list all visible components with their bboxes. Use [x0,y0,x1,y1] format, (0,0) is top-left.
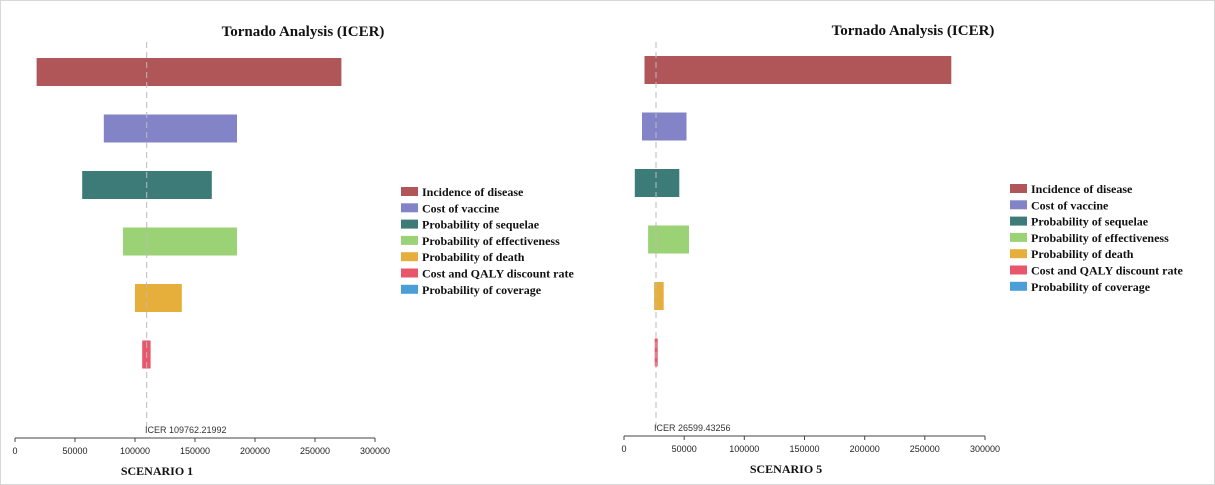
chart2-x-tick-label: 50000 [672,444,697,454]
chart1-bar-incidence-of-disease [36,58,342,86]
chart1-x-tick-label: 0 [12,446,17,456]
chart1-legend-swatch [401,219,418,229]
chart2-legend-label: Probability of effectiveness [1031,231,1169,245]
chart2-x-tick-label: 150000 [789,444,819,454]
chart1-x-tick-label: 100000 [120,446,150,456]
chart2-legend-swatch [1010,200,1027,210]
chart1-x-tick-label: 250000 [300,446,330,456]
chart1-bar-cost-of-vaccine [103,114,237,143]
chart1-x-axis-label: SCENARIO 1 [121,464,193,478]
chart2-x-axis-label: SCENARIO 5 [750,462,822,476]
chart1-title: Tornado Analysis (ICER) [222,24,385,40]
chart2-icer-label: ICER 26599.43256 [654,423,731,433]
chart2-legend-swatch [1010,281,1027,291]
chart2-legend-label: Cost of vaccine [1031,198,1109,212]
chart1-x-tick-label: 200000 [240,446,270,456]
chart1-legend-label: Probability of effectiveness [422,234,560,248]
chart2-x-tick-label: 250000 [910,444,940,454]
chart2-legend-swatch [1010,249,1027,259]
chart2-legend-label: Probability of coverage [1031,280,1151,294]
chart2-legend-swatch [1010,184,1027,193]
chart1-legend-label: Cost and QALY discount rate [422,267,574,281]
chart2-legend-swatch [1010,232,1027,242]
chart2-x-tick-label: 100000 [729,444,759,454]
chart2-legend-label: Cost and QALY discount rate [1031,264,1183,278]
chart1-icer-label: ICER 109762.21992 [145,425,227,435]
chart1-legend-label: Probability of death [422,250,525,264]
chart2-x-tick-label: 0 [621,444,626,454]
chart1-bar-probability-of-death [135,284,182,312]
chart1-bar-probability-of-effectiveness [123,227,237,256]
chart2-bar-cost-of-vaccine [642,112,687,141]
chart1-legend-label: Probability of coverage [422,283,542,297]
chart1-legend-label: Cost of vaccine [422,201,500,215]
chart2-x-tick-label: 200000 [850,444,880,454]
chart2-bar-probability-of-sequelae [634,169,680,197]
chart1-legend-swatch [401,268,418,278]
chart2-legend-label: Incidence of disease [1031,182,1133,196]
chart1-legend-label: Incidence of disease [422,185,524,199]
chart1-legend-swatch [401,252,418,262]
chart2-bar-probability-of-death [654,282,664,310]
chart1-legend-swatch [401,187,418,196]
chart1-legend-swatch [401,284,418,294]
chart2-bar-incidence-of-disease [644,56,952,84]
chart2-legend-label: Probability of sequelae [1031,215,1149,229]
chart2-legend-swatch [1010,216,1027,226]
chart2-legend-label: Probability of death [1031,247,1134,261]
chart1-legend-swatch [401,203,418,213]
chart1-x-tick-label: 300000 [360,446,390,456]
chart1-x-tick-label: 50000 [62,446,87,456]
chart2-title: Tornado Analysis (ICER) [832,23,995,39]
chart2-legend-swatch [1010,265,1027,275]
chart1-x-tick-label: 150000 [180,446,210,456]
chart2-x-tick-label: 300000 [970,444,1000,454]
chart2-bar-probability-of-effectiveness [648,225,689,254]
chart1-legend-swatch [401,235,418,245]
chart1-legend-label: Probability of sequelae [422,218,540,232]
